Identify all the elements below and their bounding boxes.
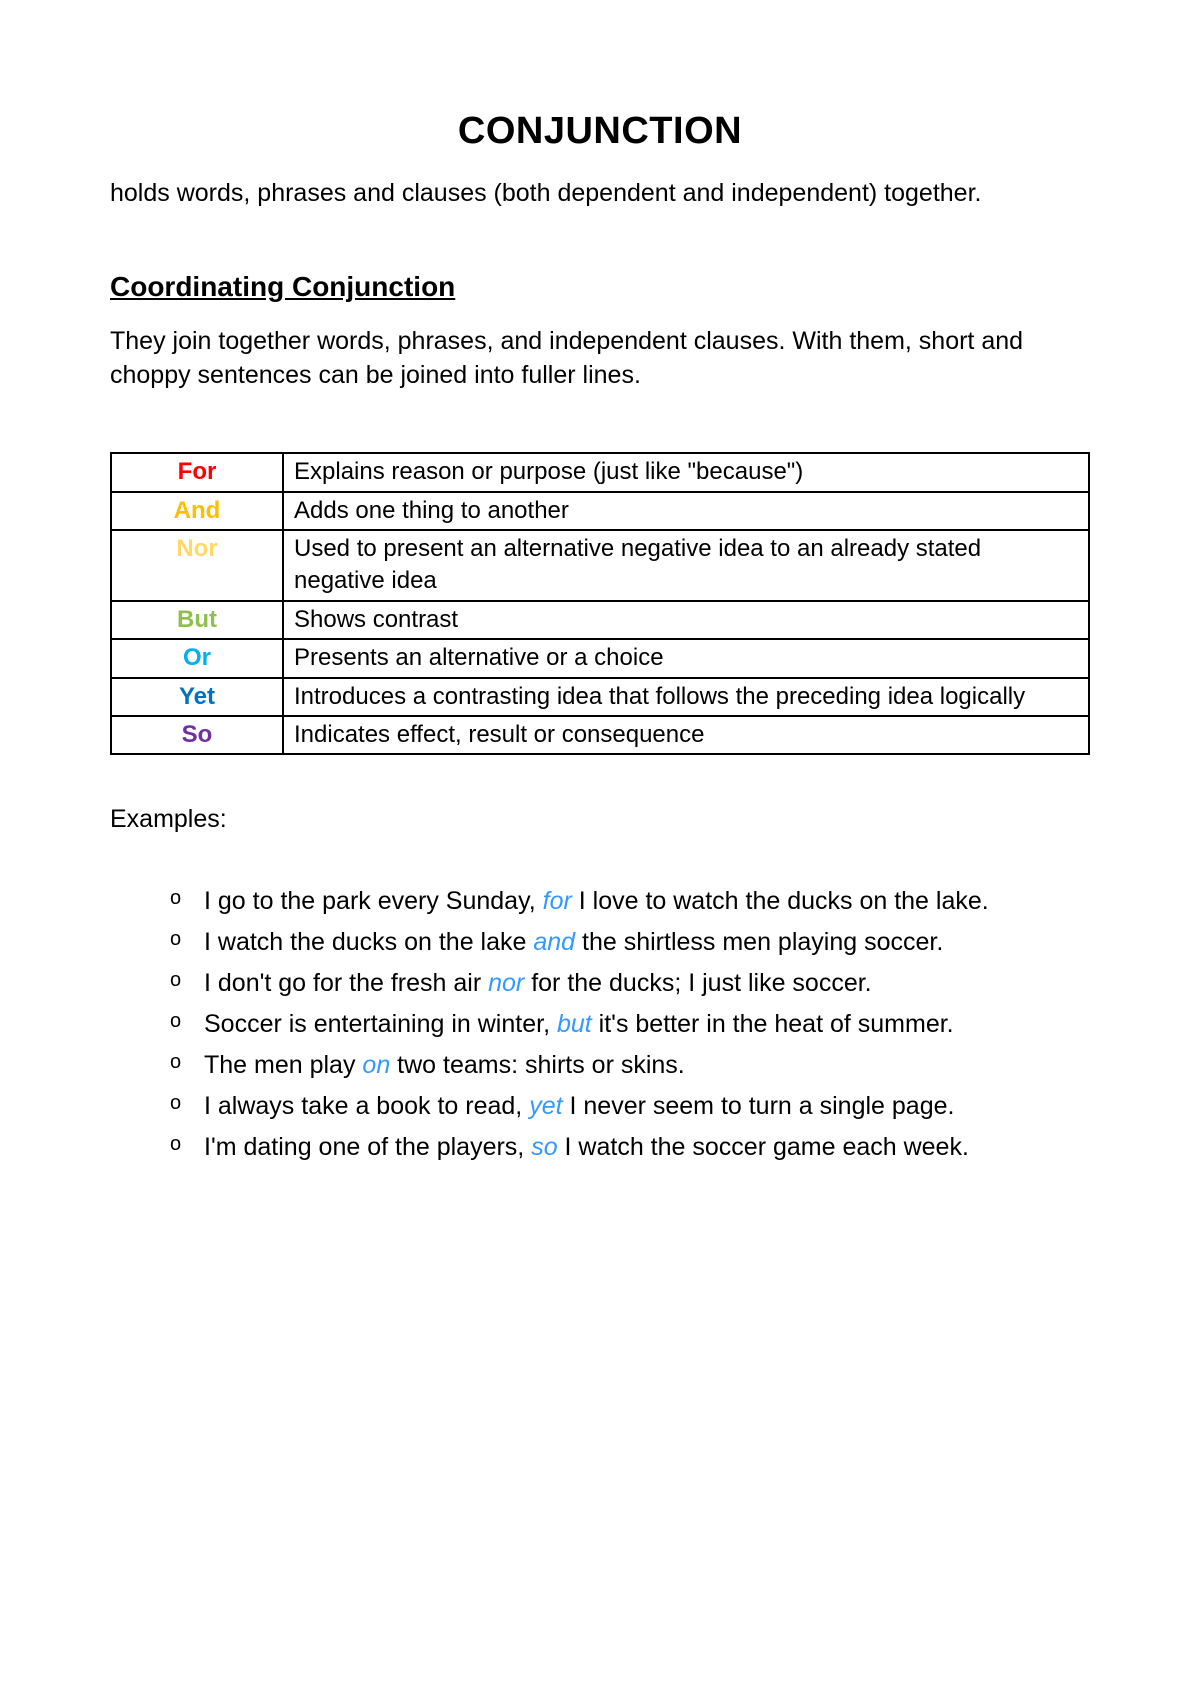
examples-list: I go to the park every Sunday, for I lov… xyxy=(110,884,1090,1165)
example-text-after: the shirtless men playing soccer. xyxy=(575,928,943,956)
list-item: The men play on two teams: shirts or ski… xyxy=(170,1048,1090,1083)
conjunction-word: So xyxy=(111,716,283,754)
conjunction-description: Shows contrast xyxy=(283,601,1089,639)
example-text-before: I'm dating one of the players, xyxy=(204,1133,531,1161)
example-text-after: I love to watch the ducks on the lake. xyxy=(572,887,989,915)
example-conjunction: but xyxy=(557,1010,592,1038)
list-item: Soccer is entertaining in winter, but it… xyxy=(170,1007,1090,1042)
example-text-after: I never seem to turn a single page. xyxy=(563,1092,955,1120)
example-conjunction: and xyxy=(533,928,575,956)
table-row: NorUsed to present an alternative negati… xyxy=(111,530,1089,601)
conjunction-word: But xyxy=(111,601,283,639)
example-text-before: I watch the ducks on the lake xyxy=(204,928,533,956)
document-page: CONJUNCTION holds words, phrases and cla… xyxy=(0,0,1200,1698)
table-row: AndAdds one thing to another xyxy=(111,492,1089,530)
conjunction-description: Explains reason or purpose (just like "b… xyxy=(283,453,1089,491)
section-intro: They join together words, phrases, and i… xyxy=(110,325,1090,393)
intro-paragraph: holds words, phrases and clauses (both d… xyxy=(110,177,1090,211)
conjunction-description: Indicates effect, result or consequence xyxy=(283,716,1089,754)
table-row: ForExplains reason or purpose (just like… xyxy=(111,453,1089,491)
example-text-before: Soccer is entertaining in winter, xyxy=(204,1010,557,1038)
example-text-before: I go to the park every Sunday, xyxy=(204,887,543,915)
list-item: I watch the ducks on the lake and the sh… xyxy=(170,925,1090,960)
list-item: I don't go for the fresh air nor for the… xyxy=(170,966,1090,1001)
fanboys-table: ForExplains reason or purpose (just like… xyxy=(110,452,1090,755)
examples-label: Examples: xyxy=(110,805,1090,834)
example-conjunction: on xyxy=(362,1051,390,1079)
example-text-before: I don't go for the fresh air xyxy=(204,969,488,997)
conjunction-word: And xyxy=(111,492,283,530)
example-text-before: I always take a book to read, xyxy=(204,1092,529,1120)
example-text-after: two teams: shirts or skins. xyxy=(390,1051,685,1079)
example-conjunction: nor xyxy=(488,969,524,997)
list-item: I always take a book to read, yet I neve… xyxy=(170,1089,1090,1124)
conjunction-word: Yet xyxy=(111,678,283,716)
conjunction-word: Or xyxy=(111,639,283,677)
table-row: OrPresents an alternative or a choice xyxy=(111,639,1089,677)
example-conjunction: so xyxy=(531,1133,557,1161)
conjunction-word: Nor xyxy=(111,530,283,601)
example-conjunction: yet xyxy=(529,1092,562,1120)
conjunction-description: Introduces a contrasting idea that follo… xyxy=(283,678,1089,716)
list-item: I'm dating one of the players, so I watc… xyxy=(170,1130,1090,1165)
conjunction-description: Adds one thing to another xyxy=(283,492,1089,530)
conjunction-description: Used to present an alternative negative … xyxy=(283,530,1089,601)
example-text-before: The men play xyxy=(204,1051,362,1079)
list-item: I go to the park every Sunday, for I lov… xyxy=(170,884,1090,919)
example-text-after: I watch the soccer game each week. xyxy=(558,1133,969,1161)
table-row: SoIndicates effect, result or consequenc… xyxy=(111,716,1089,754)
table-row: ButShows contrast xyxy=(111,601,1089,639)
conjunction-description: Presents an alternative or a choice xyxy=(283,639,1089,677)
example-conjunction: for xyxy=(543,887,572,915)
example-text-after: for the ducks; I just like soccer. xyxy=(524,969,871,997)
example-text-after: it's better in the heat of summer. xyxy=(592,1010,954,1038)
table-row: YetIntroduces a contrasting idea that fo… xyxy=(111,678,1089,716)
page-title: CONJUNCTION xyxy=(110,110,1090,153)
conjunction-word: For xyxy=(111,453,283,491)
section-heading: Coordinating Conjunction xyxy=(110,271,1090,303)
